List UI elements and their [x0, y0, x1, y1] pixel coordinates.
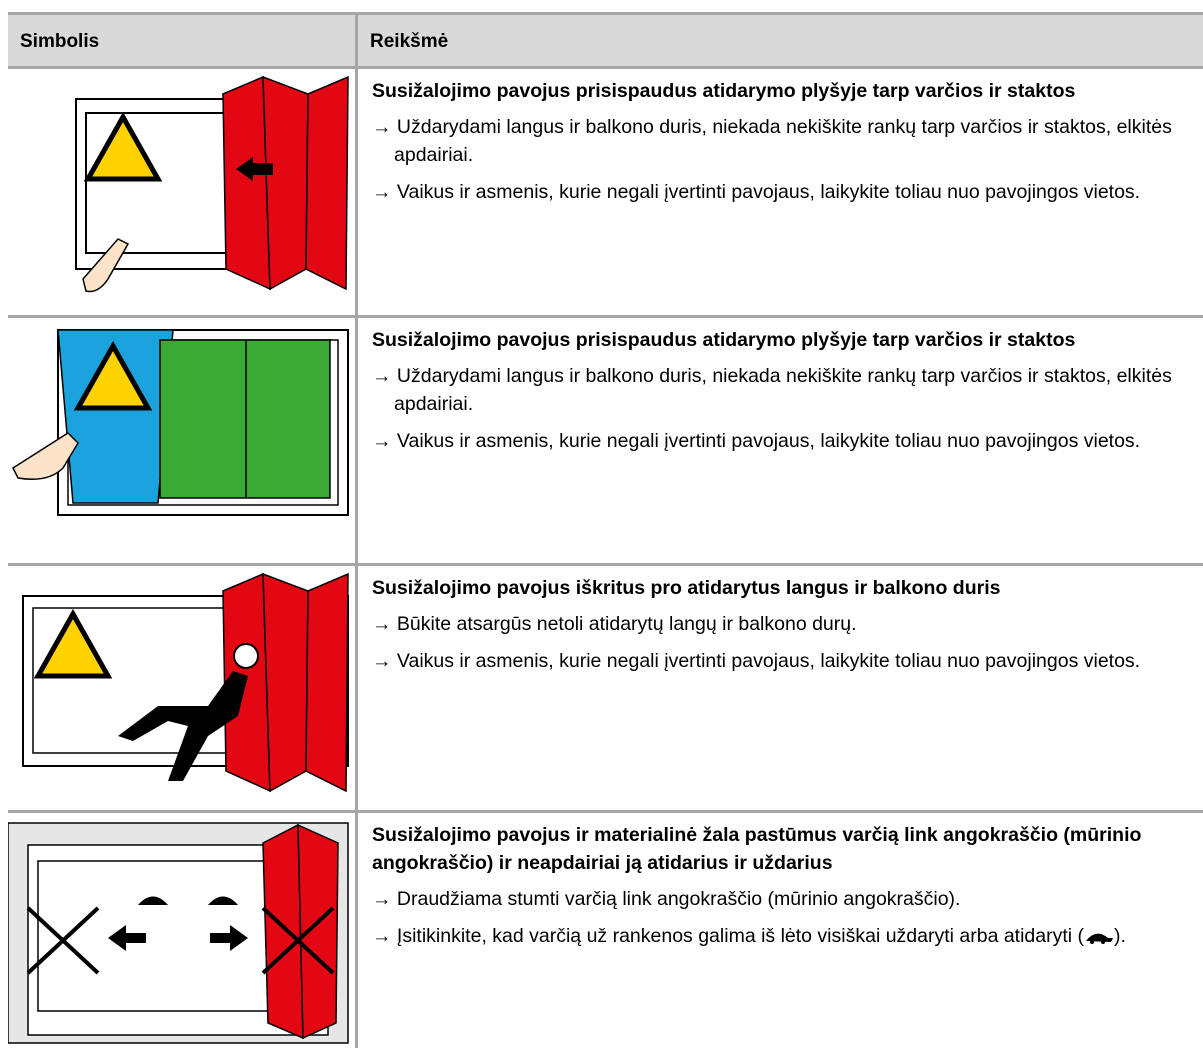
cell: Susižalojimo pavojus prisispaudus atidar… [358, 69, 1203, 315]
list-item: → Būkite atsargūs netoli atidarytų langų… [372, 613, 857, 635]
item-text: ). [1114, 925, 1126, 947]
illustration [22, 572, 349, 793]
list-item: → Įsitikinkite, kad varčią už rankenos g… [372, 922, 1193, 950]
table-row: Susižalojimo pavojus prisispaudus atidar… [8, 69, 1203, 318]
illustration [12, 329, 349, 516]
illustration [75, 75, 349, 293]
list-item: → Vaikus ir asmenis, kurie negali įverti… [372, 181, 1141, 203]
table-row: Susižalojimo pavojus iškritus pro atidar… [8, 566, 1203, 813]
item-text: → Įsitikinkite, kad varčią už rankenos g… [372, 925, 1085, 947]
table-header: Simbolis Reikšmė [8, 12, 1203, 69]
row-title: Susižalojimo pavojus prisispaudus atidar… [372, 329, 1076, 351]
list-item: → Draudžiama stumti varčią link angokraš… [372, 888, 961, 910]
cell: Susižalojimo pavojus iškritus pro atidar… [358, 566, 1203, 810]
header-cell: Reikšmė [370, 31, 449, 52]
turtle-icon [1086, 933, 1114, 944]
table-row: Susižalojimo pavojus ir materialinė žala… [8, 813, 1203, 1048]
cell: Susižalojimo pavojus ir materialinė žala… [358, 813, 1203, 1048]
row-title: Susižalojimo pavojus iškritus pro atidar… [372, 577, 1001, 599]
table-row: Susižalojimo pavojus prisispaudus atidar… [8, 318, 1203, 566]
list-item: → Uždarydami langus ir balkono duris, ni… [372, 365, 1172, 415]
list-item: → Uždarydami langus ir balkono duris, ni… [372, 116, 1172, 166]
header-cell: Simbolis [8, 15, 358, 66]
cell: Susižalojimo pavojus prisispaudus atidar… [358, 318, 1203, 563]
list-item: → Vaikus ir asmenis, kurie negali įverti… [372, 650, 1141, 672]
list-item: → Vaikus ir asmenis, kurie negali įverti… [372, 430, 1141, 452]
illustration [8, 822, 349, 1044]
row-title: Susižalojimo pavojus ir materialinė žala… [372, 824, 1142, 874]
document: Simbolis Reikšmė Susižalojimo pavojus pr… [8, 12, 1203, 1048]
row-title: Susižalojimo pavojus prisispaudus atidar… [372, 80, 1076, 102]
